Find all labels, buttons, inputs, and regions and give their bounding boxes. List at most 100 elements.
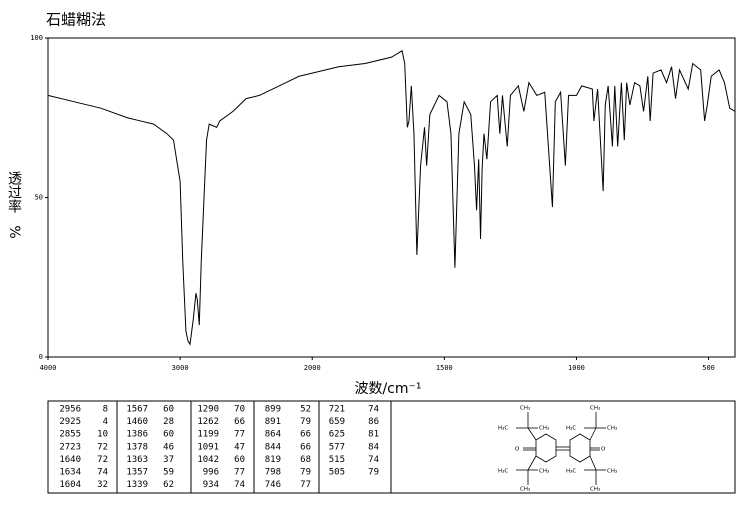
peak-transmittance: 60 [163, 430, 174, 440]
chart-title: 石蜡糊法 [46, 11, 106, 29]
peak-transmittance: 59 [163, 468, 174, 478]
atom-label: CH₃ [539, 469, 549, 475]
peak-transmittance: 68 [300, 455, 311, 465]
peak-transmittance: 81 [368, 430, 379, 440]
y-axis-label: 透过率 [6, 171, 22, 213]
peak-wavenumber: 1640 [59, 455, 81, 465]
x-tick-label: 2000 [304, 364, 321, 372]
peak-wavenumber: 934 [203, 480, 219, 490]
peak-transmittance: 32 [97, 480, 108, 490]
peak-transmittance: 62 [163, 480, 174, 490]
peak-wavenumber: 1460 [126, 417, 148, 427]
atom-label: CH₃ [590, 487, 600, 493]
structure-drawing [516, 412, 606, 485]
peak-wavenumber: 1339 [126, 480, 148, 490]
peak-wavenumber: 625 [329, 430, 345, 440]
peak-transmittance: 60 [234, 455, 245, 465]
peak-transmittance: 74 [97, 468, 108, 478]
peak-transmittance: 84 [368, 442, 379, 452]
peak-transmittance: 66 [300, 442, 311, 452]
x-axis-label: 波数/cm⁻¹ [354, 381, 421, 397]
peak-transmittance: 86 [368, 417, 379, 427]
peak-transmittance: 77 [300, 480, 311, 490]
y-tick-label: 100 [30, 34, 43, 42]
peak-wavenumber: 899 [265, 405, 281, 415]
peak-wavenumber: 819 [265, 455, 281, 465]
atom-label: H₃C [498, 469, 508, 475]
peak-transmittance: 52 [300, 405, 311, 415]
peak-transmittance: 37 [163, 455, 174, 465]
atom-label: CH₃ [520, 406, 530, 412]
plot-frame [47, 37, 736, 358]
peak-transmittance: 72 [97, 455, 108, 465]
atom-label: CH₃ [520, 487, 530, 493]
peak-transmittance: 74 [368, 455, 379, 465]
peak-transmittance: 66 [234, 417, 245, 427]
peak-wavenumber: 1199 [197, 430, 219, 440]
x-tick-label: 1500 [436, 364, 453, 372]
peak-wavenumber: 798 [265, 468, 281, 478]
spectrum-line [47, 49, 736, 346]
atom-label: H₃C [566, 469, 576, 475]
peak-wavenumber: 891 [265, 417, 281, 427]
peak-wavenumber: 1363 [126, 455, 148, 465]
peak-wavenumber: 1290 [197, 405, 219, 415]
y-tick-label: 0 [39, 353, 43, 361]
peak-transmittance: 46 [163, 442, 174, 452]
peak-wavenumber: 1042 [197, 455, 219, 465]
peak-wavenumber: 746 [265, 480, 281, 490]
peak-transmittance: 8 [103, 405, 108, 415]
peak-transmittance: 70 [234, 405, 245, 415]
peak-wavenumber: 1357 [126, 468, 148, 478]
atom-label: CH₃ [590, 406, 600, 412]
peak-wavenumber: 2723 [59, 442, 81, 452]
peak-wavenumber: 721 [329, 405, 345, 415]
peak-wavenumber: 1378 [126, 442, 148, 452]
atom-label: CH₃ [607, 469, 617, 475]
y-unit-label: % [6, 225, 22, 238]
structure-labels: CH₃ H₃C CH₃ CH₃ H₃C CH₃ O O H₃C CH₃ CH₃ … [498, 406, 617, 493]
peak-wavenumber: 577 [329, 442, 345, 452]
atom-label: CH₃ [607, 426, 617, 432]
peak-wavenumber: 1634 [59, 468, 81, 478]
x-tick-label: 4000 [40, 364, 57, 372]
peak-wavenumber: 1386 [126, 430, 148, 440]
peak-transmittance: 77 [234, 430, 245, 440]
peak-wavenumber: 1091 [197, 442, 219, 452]
peak-transmittance: 10 [97, 430, 108, 440]
peak-transmittance: 79 [368, 468, 379, 478]
table-dividers [116, 401, 392, 493]
atom-label: H₃C [498, 426, 508, 432]
peak-transmittance: 28 [163, 417, 174, 427]
peak-wavenumber: 864 [265, 430, 281, 440]
peak-wavenumber: 515 [329, 455, 345, 465]
peak-wavenumber: 1262 [197, 417, 219, 427]
peak-transmittance: 74 [234, 480, 245, 490]
peak-wavenumber: 1567 [126, 405, 148, 415]
peak-wavenumber: 505 [329, 468, 345, 478]
peak-transmittance: 4 [103, 417, 108, 427]
atom-label: CH₃ [539, 426, 549, 432]
peak-transmittance: 66 [300, 430, 311, 440]
peak-transmittance: 79 [300, 417, 311, 427]
peak-wavenumber: 659 [329, 417, 345, 427]
peak-wavenumber: 2925 [59, 417, 81, 427]
peak-wavenumber: 2855 [59, 430, 81, 440]
peak-transmittance: 77 [234, 468, 245, 478]
peak-transmittance: 79 [300, 468, 311, 478]
x-tick-label: 3000 [172, 364, 189, 372]
peak-wavenumber: 1604 [59, 480, 81, 490]
peak-transmittance: 60 [163, 405, 174, 415]
atom-label: O [601, 447, 606, 453]
peak-wavenumber: 2956 [59, 405, 81, 415]
peak-transmittance: 72 [97, 442, 108, 452]
y-tick-label: 50 [35, 194, 43, 202]
x-tick-label: 1000 [568, 364, 585, 372]
atom-label: H₃C [566, 426, 576, 432]
peak-wavenumber: 996 [203, 468, 219, 478]
peak-transmittance: 47 [234, 442, 245, 452]
peak-transmittance: 74 [368, 405, 379, 415]
x-tick-label: 500 [702, 364, 715, 372]
atom-label: O [515, 447, 520, 453]
